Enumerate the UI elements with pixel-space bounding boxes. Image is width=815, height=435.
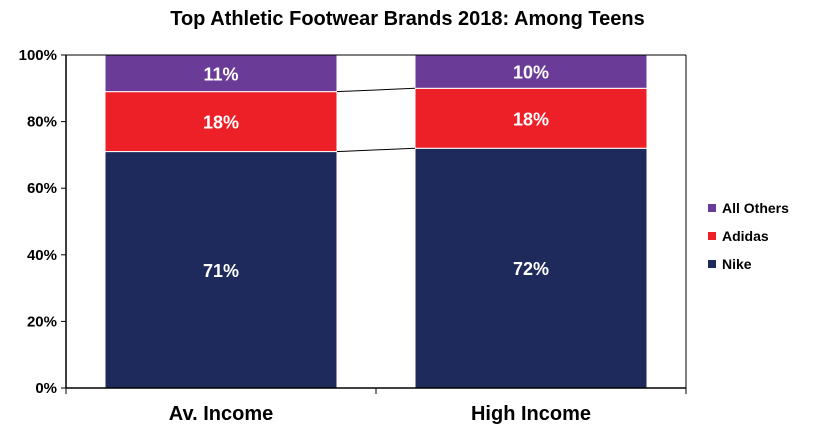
bar-nike-0 [104, 151, 338, 389]
legend-swatch [708, 260, 716, 268]
legend-label: All Others [722, 200, 789, 216]
series-line [336, 87, 416, 93]
chart-title: Top Athletic Footwear Brands 2018: Among… [170, 8, 645, 30]
data-label: 18% [513, 109, 549, 129]
legend: All Others Adidas Nike [708, 200, 789, 272]
data-label: 18% [203, 113, 239, 133]
data-label: 10% [513, 63, 549, 83]
data-label: 72% [513, 259, 549, 279]
axes-group: 0% 20% 40% 60% 80% 100% Av. Income High Income [19, 47, 687, 425]
y-tick-label: 60% [27, 180, 57, 197]
data-label: 11% [203, 64, 238, 84]
y-tick-label: 20% [27, 313, 57, 330]
legend-swatch [708, 204, 716, 212]
legend-label: Adidas [722, 228, 769, 244]
legend-label: Nike [722, 256, 752, 272]
y-tick-label: 0% [35, 380, 57, 397]
series-lines-group [336, 87, 416, 153]
bars-group [104, 54, 648, 389]
x-category-label: High Income [471, 403, 591, 425]
y-tick-label: 40% [27, 247, 57, 264]
y-tick-label: 80% [27, 114, 57, 131]
data-label: 71% [203, 261, 239, 281]
legend-swatch [708, 232, 716, 240]
y-tick-label: 100% [19, 47, 57, 64]
bar-nike-1 [414, 147, 648, 389]
bar-all-others-0 [104, 54, 338, 93]
bar-adidas-0 [104, 91, 338, 153]
series-line [336, 147, 416, 153]
bar-all-others-1 [414, 54, 648, 89]
data-labels-group: 71% 18% 11% 72% 18% 10% [203, 63, 549, 281]
x-category-label: Av. Income [169, 403, 273, 425]
